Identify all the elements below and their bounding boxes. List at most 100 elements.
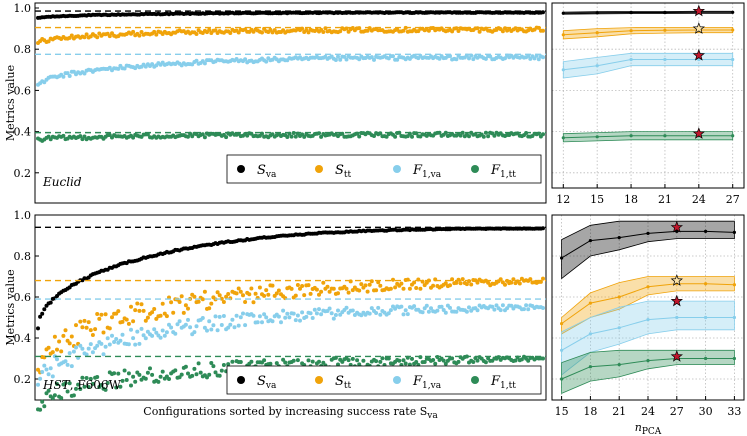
legend-subscript: va	[265, 170, 277, 180]
data-point	[450, 277, 455, 282]
data-point	[139, 326, 144, 331]
line-point	[663, 28, 667, 32]
data-point	[131, 319, 136, 324]
data-point	[264, 59, 269, 64]
data-point	[112, 340, 117, 344]
data-point	[350, 308, 355, 313]
line-point	[646, 318, 650, 322]
data-point	[414, 360, 419, 364]
data-point	[200, 316, 205, 320]
x-tick-label: 21	[658, 193, 672, 206]
data-point	[63, 328, 68, 333]
data-point	[317, 292, 321, 297]
data-point	[162, 333, 167, 338]
line-point	[629, 10, 633, 15]
data-point	[336, 291, 340, 296]
data-point	[541, 10, 545, 15]
best-star	[692, 48, 706, 61]
data-point	[114, 385, 119, 390]
legend-subscript: tt	[344, 381, 352, 391]
data-point	[456, 29, 461, 33]
data-point	[139, 30, 144, 34]
data-point	[67, 381, 72, 386]
data-point	[388, 308, 393, 313]
data-point	[443, 361, 448, 366]
data-point	[238, 289, 243, 294]
data-point	[122, 368, 127, 373]
data-point	[213, 314, 218, 319]
legend-symbol: F	[490, 163, 501, 178]
data-point	[234, 291, 239, 296]
data-point	[133, 342, 138, 347]
data-point	[464, 309, 469, 314]
line-point	[617, 363, 621, 367]
data-point	[243, 323, 248, 328]
data-point	[116, 66, 121, 71]
data-point	[467, 305, 471, 310]
data-point	[213, 370, 218, 375]
data-point	[145, 370, 150, 375]
data-point	[333, 313, 338, 317]
data-point	[86, 346, 91, 351]
data-point	[88, 342, 93, 347]
data-point	[496, 355, 501, 360]
uncertainty-band	[561, 349, 735, 395]
data-point	[110, 333, 114, 338]
data-point	[126, 371, 131, 376]
data-point	[490, 304, 495, 309]
data-point	[287, 315, 292, 320]
data-point	[186, 134, 190, 139]
data-point	[391, 54, 395, 59]
data-point	[145, 315, 150, 320]
data-point	[336, 54, 340, 59]
data-point	[407, 286, 412, 291]
data-point	[416, 277, 421, 282]
data-point	[291, 311, 296, 316]
data-point	[154, 330, 159, 335]
data-point	[158, 335, 163, 340]
data-point	[346, 290, 351, 295]
data-point	[48, 300, 53, 305]
data-point	[183, 322, 188, 327]
data-point	[192, 366, 197, 371]
data-point	[40, 311, 45, 316]
data-point	[36, 367, 40, 372]
data-point	[369, 279, 374, 284]
data-point	[105, 381, 110, 385]
data-point	[74, 323, 78, 328]
survey-name: Euclid	[42, 175, 82, 189]
data-point	[230, 359, 235, 364]
data-point	[464, 282, 469, 287]
data-point	[374, 288, 379, 293]
line-point	[675, 315, 679, 320]
data-point	[38, 407, 43, 412]
y-tick-label: 0.2	[14, 373, 32, 386]
data-point	[498, 277, 503, 282]
uncertainty-band	[561, 220, 735, 280]
y-tick-label: 0.8	[14, 250, 32, 263]
data-point	[281, 308, 286, 313]
data-point	[74, 386, 78, 391]
data-point	[298, 318, 302, 323]
data-point	[160, 301, 165, 306]
data-point	[534, 53, 539, 58]
data-point	[306, 283, 311, 288]
data-point	[57, 339, 62, 344]
data-point	[95, 35, 100, 40]
data-point	[141, 333, 146, 338]
data-point	[135, 329, 140, 334]
data-point	[46, 345, 51, 350]
data-point	[226, 292, 231, 296]
data-point	[152, 29, 157, 34]
median-line	[563, 59, 733, 71]
data-point	[448, 54, 452, 58]
data-point	[454, 26, 459, 31]
data-point	[183, 364, 188, 369]
data-point	[464, 354, 469, 359]
best-star	[670, 294, 683, 307]
data-point	[410, 134, 414, 139]
data-point	[357, 362, 362, 367]
data-point	[238, 315, 243, 320]
data-point	[103, 312, 108, 317]
data-point	[192, 294, 197, 299]
